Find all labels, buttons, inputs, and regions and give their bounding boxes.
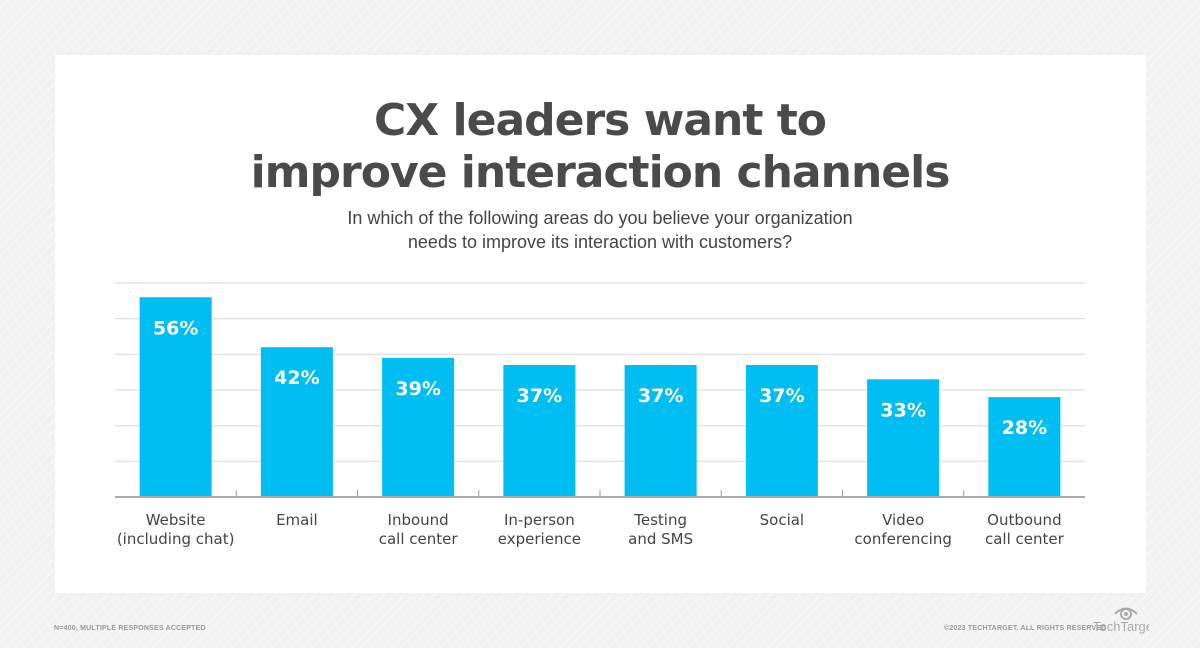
category-label: and SMS <box>628 530 693 548</box>
category-label: call center <box>985 530 1065 548</box>
data-label: 33% <box>880 399 925 421</box>
bar <box>745 365 818 497</box>
category-label: Inbound <box>388 511 449 529</box>
title-line-2: improve interaction channels <box>250 147 951 198</box>
bar <box>260 347 333 497</box>
bar <box>139 297 212 497</box>
data-label: 42% <box>274 367 319 389</box>
bar <box>382 357 455 497</box>
data-label: 37% <box>638 385 683 407</box>
bar <box>503 365 576 497</box>
category-label: Outbound <box>987 511 1061 529</box>
techtarget-logo: TechTarget <box>1093 607 1149 634</box>
subtitle-line-2: needs to improve its interaction with cu… <box>407 232 793 252</box>
chart-title: CX leaders want to improve interaction c… <box>0 95 1200 199</box>
data-label: 56% <box>153 317 198 339</box>
category-label: Social <box>760 511 804 529</box>
chart-card <box>55 55 1146 593</box>
footnote: N=400, MULTIPLE RESPONSES ACCEPTED <box>54 625 206 632</box>
category-label: Website <box>146 511 206 529</box>
data-label: 37% <box>517 385 562 407</box>
data-label: 28% <box>1002 417 1047 439</box>
category-label: (including chat) <box>117 530 235 548</box>
category-label: conferencing <box>854 530 951 548</box>
bar <box>624 365 697 497</box>
data-label: 39% <box>395 378 440 400</box>
logo-text: TechTarget <box>1093 619 1149 634</box>
category-label: Email <box>276 511 318 529</box>
category-label: In-person <box>504 511 575 529</box>
bar <box>867 379 940 497</box>
category-label: experience <box>498 530 581 548</box>
category-label: call center <box>379 530 459 548</box>
chart-subtitle: In which of the following areas do you b… <box>0 206 1200 254</box>
category-label: Testing <box>633 511 687 529</box>
category-label: Video <box>882 511 924 529</box>
bar <box>988 397 1061 497</box>
subtitle-line-1: In which of the following areas do you b… <box>347 208 853 228</box>
data-label: 37% <box>759 385 804 407</box>
copyright: ©2023 TECHTARGET. ALL RIGHTS RESERVED <box>944 625 1107 632</box>
title-line-1: CX leaders want to <box>374 95 827 146</box>
